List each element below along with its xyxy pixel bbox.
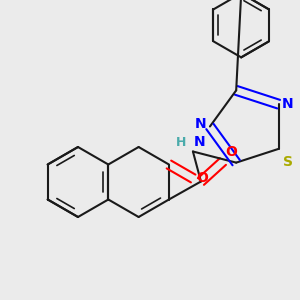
Text: O: O (196, 172, 208, 185)
Text: H: H (176, 136, 186, 149)
Text: N: N (194, 136, 206, 149)
Text: S: S (283, 155, 293, 169)
Text: N: N (282, 97, 293, 111)
Text: N: N (194, 118, 206, 131)
Text: O: O (225, 146, 237, 160)
